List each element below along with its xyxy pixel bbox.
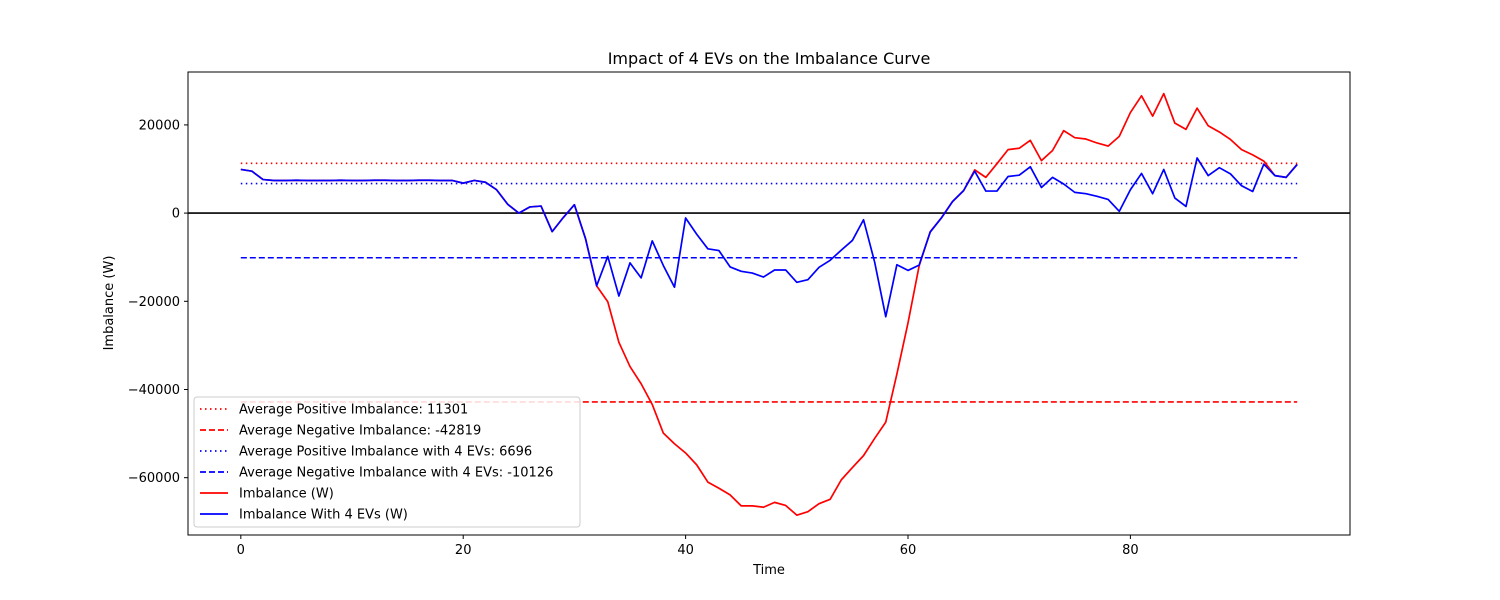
chart-title: Impact of 4 EVs on the Imbalance Curve <box>608 49 931 68</box>
y-tick-label: −20000 <box>128 295 180 310</box>
y-tick-label: 0 <box>172 207 180 222</box>
legend-label: Imbalance With 4 EVs (W) <box>239 508 408 523</box>
legend-label: Average Negative Imbalance with 4 EVs: -… <box>239 466 553 481</box>
y-tick-label: 20000 <box>139 118 180 133</box>
y-axis-label: Imbalance (W) <box>102 256 117 351</box>
x-axis-label: Time <box>752 563 785 578</box>
x-tick-label: 0 <box>237 543 245 558</box>
x-tick-label: 20 <box>455 543 472 558</box>
legend-box <box>193 396 581 528</box>
y-tick-label: −60000 <box>128 471 180 486</box>
legend-label: Average Positive Imbalance with 4 EVs: 6… <box>239 445 532 460</box>
x-tick-label: 60 <box>900 543 917 558</box>
legend-label: Imbalance (W) <box>239 487 334 502</box>
legend-label: Average Positive Imbalance: 11301 <box>239 403 468 418</box>
axes: 0 20 40 60 80 −60000 −40000 −20000 0 20000 <box>128 71 1351 558</box>
series-line-2 <box>240 157 1298 318</box>
legend: Average Positive Imbalance: 11301 Average… <box>193 396 581 528</box>
y-tick-label: −40000 <box>128 383 180 398</box>
legend-label: Average Negative Imbalance: -42819 <box>239 424 481 439</box>
x-tick-label: 80 <box>1122 543 1139 558</box>
axes-frame <box>187 71 1351 536</box>
x-tick-label: 40 <box>677 543 694 558</box>
